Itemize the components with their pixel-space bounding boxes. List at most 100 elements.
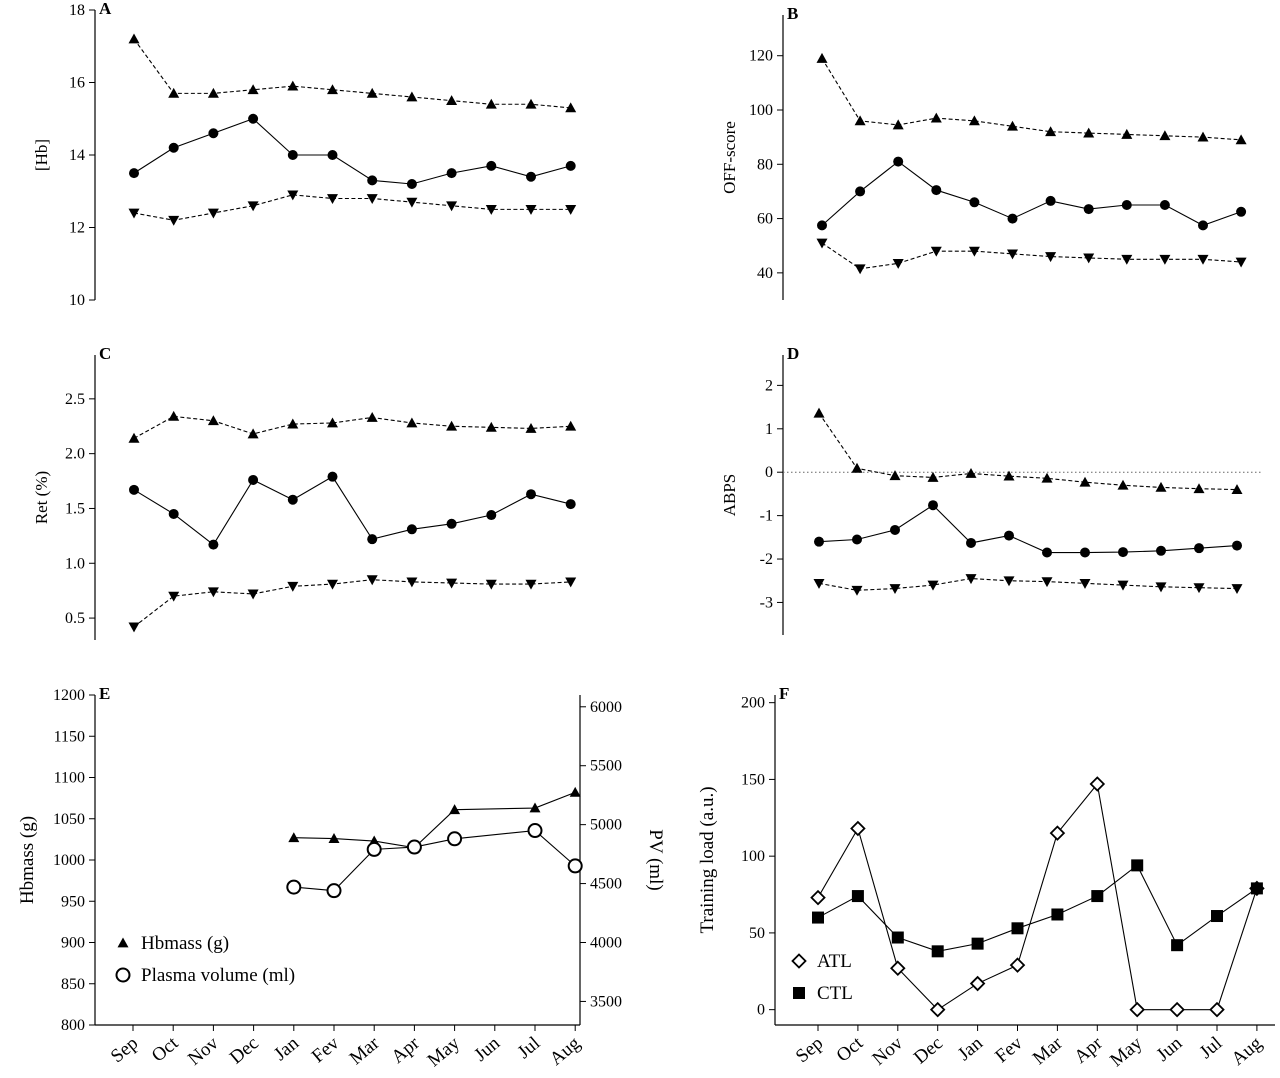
data-point (854, 115, 866, 126)
data-point (406, 577, 418, 588)
y-tick-label: 40 (757, 265, 773, 282)
series-hbmass-g- (288, 786, 581, 853)
x-tick-label: Dec (910, 1033, 947, 1069)
x-tick-label: Mar (346, 1032, 384, 1069)
series-value (814, 500, 1242, 558)
data-point (892, 258, 904, 269)
series-plasma-volume-ml- (286, 823, 583, 899)
data-point (565, 577, 577, 588)
data-point (1194, 543, 1204, 554)
data-point (930, 112, 942, 123)
data-point (486, 160, 497, 171)
y-tick-label: 0 (765, 464, 773, 481)
x-tick-label: Jun (470, 1032, 504, 1065)
data-point (248, 113, 259, 124)
y-tick-label: 50 (749, 925, 765, 942)
y-tick-label: 100 (749, 102, 773, 119)
x-tick-label: Dec (226, 1033, 263, 1069)
data-point (1171, 939, 1184, 952)
x-tick-label: Aug (1228, 1032, 1267, 1069)
data-point (966, 537, 976, 548)
x-tick-label: Jan (954, 1032, 987, 1065)
data-point (569, 786, 581, 797)
data-point (366, 194, 378, 204)
legend: ATL CTL (791, 951, 853, 1004)
y-tick-label: 0.5 (65, 610, 85, 627)
data-point (812, 911, 824, 924)
data-point (1155, 582, 1167, 593)
data-point (816, 238, 828, 249)
y-tick-label: 16 (69, 75, 85, 92)
data-point (129, 484, 139, 495)
data-point (1235, 257, 1247, 268)
data-point (288, 832, 300, 843)
data-point (1156, 545, 1166, 556)
x-tick-label: Nov (868, 1032, 907, 1069)
data-point (816, 52, 828, 63)
data-point (128, 432, 140, 443)
data-point (366, 411, 378, 422)
data-point (128, 208, 140, 219)
y-tick-label: 1150 (54, 728, 85, 745)
data-point (1091, 890, 1104, 903)
legend-label: Hbmass (g) (141, 933, 229, 954)
data-point (525, 204, 537, 215)
data-point (1007, 249, 1018, 260)
data-point (286, 879, 302, 895)
data-point (128, 33, 140, 44)
data-point (1121, 128, 1133, 139)
series-upper (813, 407, 1243, 494)
data-point (1045, 126, 1057, 137)
data-point (1131, 859, 1144, 872)
data-point (965, 574, 977, 585)
data-point (813, 407, 825, 418)
data-point (247, 201, 259, 212)
data-point (446, 95, 458, 106)
x-tick-label: Jul (514, 1033, 544, 1063)
data-point (247, 84, 259, 95)
data-point (326, 883, 342, 899)
y-tick-label-right: 6000 (590, 699, 622, 716)
data-point (327, 84, 338, 95)
data-point (930, 246, 942, 257)
data-point (852, 534, 862, 545)
data-point (1209, 1001, 1225, 1018)
y-tick-label: -1 (760, 508, 773, 525)
series-line (133, 38, 571, 109)
data-point (247, 428, 259, 439)
data-point (1009, 957, 1026, 973)
data-point (968, 115, 980, 126)
x-tick-label: Jul (1196, 1033, 1226, 1063)
data-point (446, 518, 457, 529)
data-point (1121, 254, 1133, 265)
y-tick-label: 1050 (53, 811, 85, 828)
y-tick-label: 800 (61, 1017, 85, 1034)
data-point (1079, 476, 1091, 487)
series-upper (128, 33, 577, 113)
data-point (367, 534, 378, 545)
legend-marker (117, 937, 129, 948)
data-point (817, 220, 827, 231)
y-tick-label: 1100 (54, 770, 85, 787)
data-point (851, 890, 864, 903)
series-line (133, 579, 571, 628)
y-axis-label-right: PV (ml) (645, 829, 666, 890)
data-point (1121, 200, 1132, 210)
data-point (485, 579, 497, 590)
data-point (406, 417, 418, 428)
data-point (931, 185, 942, 196)
y-tick-label: 12 (69, 220, 85, 237)
data-point (485, 98, 497, 109)
y-tick-label-right: 5000 (590, 817, 622, 834)
data-point (485, 421, 497, 432)
data-point (565, 499, 576, 510)
data-point (207, 587, 219, 598)
data-point (931, 945, 944, 958)
data-point (1236, 206, 1247, 217)
data-point (1250, 882, 1263, 895)
series-line (133, 118, 571, 185)
x-tick-label: Aug (546, 1032, 585, 1069)
data-point (851, 585, 863, 596)
data-point (969, 197, 980, 208)
